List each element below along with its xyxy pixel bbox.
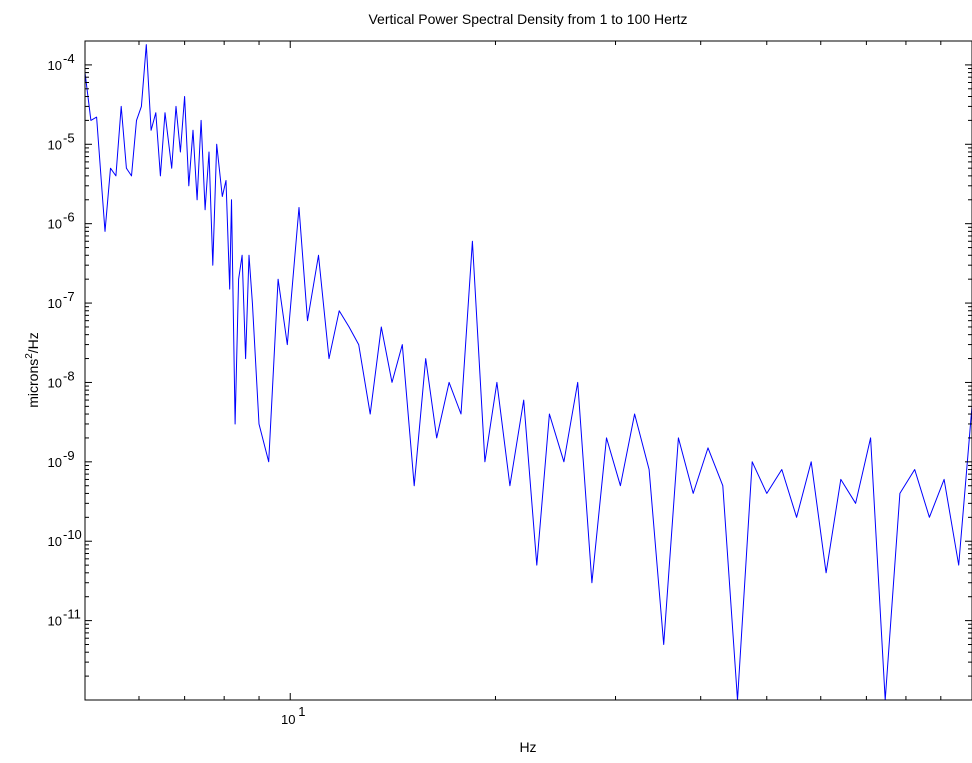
chart-title: Vertical Power Spectral Density from 1 t…	[368, 11, 687, 27]
y-axis-label-tail: /Hz	[25, 332, 41, 353]
y-tick-label: 10	[48, 455, 62, 470]
y-tick-label-exp: -7	[63, 289, 75, 304]
y-tick-label: 10	[48, 296, 62, 311]
y-tick-label-base: 10	[48, 217, 62, 232]
y-tick-label-exp: -10	[63, 527, 82, 542]
y-tick-label: 10	[48, 534, 62, 549]
y-axis-label-main: microns	[25, 359, 41, 408]
y-axis-label-sup: 2	[24, 353, 35, 359]
psd-series-layer	[84, 44, 972, 701]
y-tick-label: 10	[48, 58, 62, 73]
y-tick-label: 10	[48, 137, 62, 152]
y-tick-label-base: 10	[48, 58, 62, 73]
y-tick-label-exp: -9	[63, 448, 75, 463]
y-tick-label-base: 10	[48, 614, 62, 629]
y-tick-label-exp: -8	[63, 368, 75, 383]
y-tick-label-base: 10	[48, 455, 62, 470]
y-tick-label-base: 10	[48, 296, 62, 311]
x-tick-label-base: 10	[281, 712, 295, 727]
y-tick-label: 10	[48, 375, 62, 390]
y-tick-label: 10	[48, 614, 62, 629]
y-tick-label: 10	[48, 217, 62, 232]
y-tick-label-exp: -11	[63, 607, 81, 622]
x-tick-label-exp: 1	[298, 704, 305, 719]
y-tick-label-exp: -6	[63, 210, 75, 225]
y-tick-label-base: 10	[48, 534, 62, 549]
y-tick-label-exp: -5	[63, 130, 75, 145]
psd-series-line	[84, 44, 972, 701]
axes-box	[84, 40, 972, 701]
y-axis-label: microns2/Hz	[24, 332, 41, 408]
y-tick-label-base: 10	[48, 137, 62, 152]
x-axis-label: Hz	[519, 739, 536, 755]
y-tick-label-base: 10	[48, 375, 62, 390]
y-tick-label-exp: -4	[63, 51, 75, 66]
